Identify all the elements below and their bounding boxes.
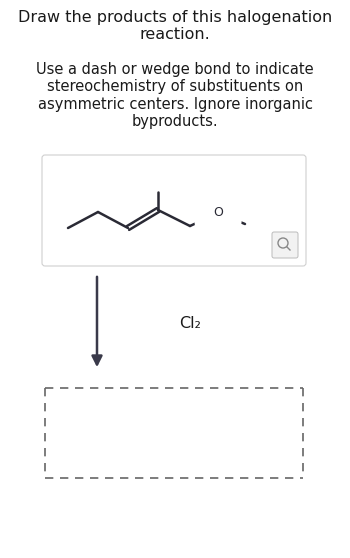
FancyBboxPatch shape	[272, 232, 298, 258]
Text: Draw the products of this halogenation
reaction.: Draw the products of this halogenation r…	[18, 10, 332, 42]
Text: Use a dash or wedge bond to indicate
stereochemistry of substituents on
asymmetr: Use a dash or wedge bond to indicate ste…	[36, 62, 314, 129]
FancyBboxPatch shape	[42, 155, 306, 266]
Text: Cl₂: Cl₂	[179, 315, 201, 330]
Text: O: O	[213, 206, 223, 219]
